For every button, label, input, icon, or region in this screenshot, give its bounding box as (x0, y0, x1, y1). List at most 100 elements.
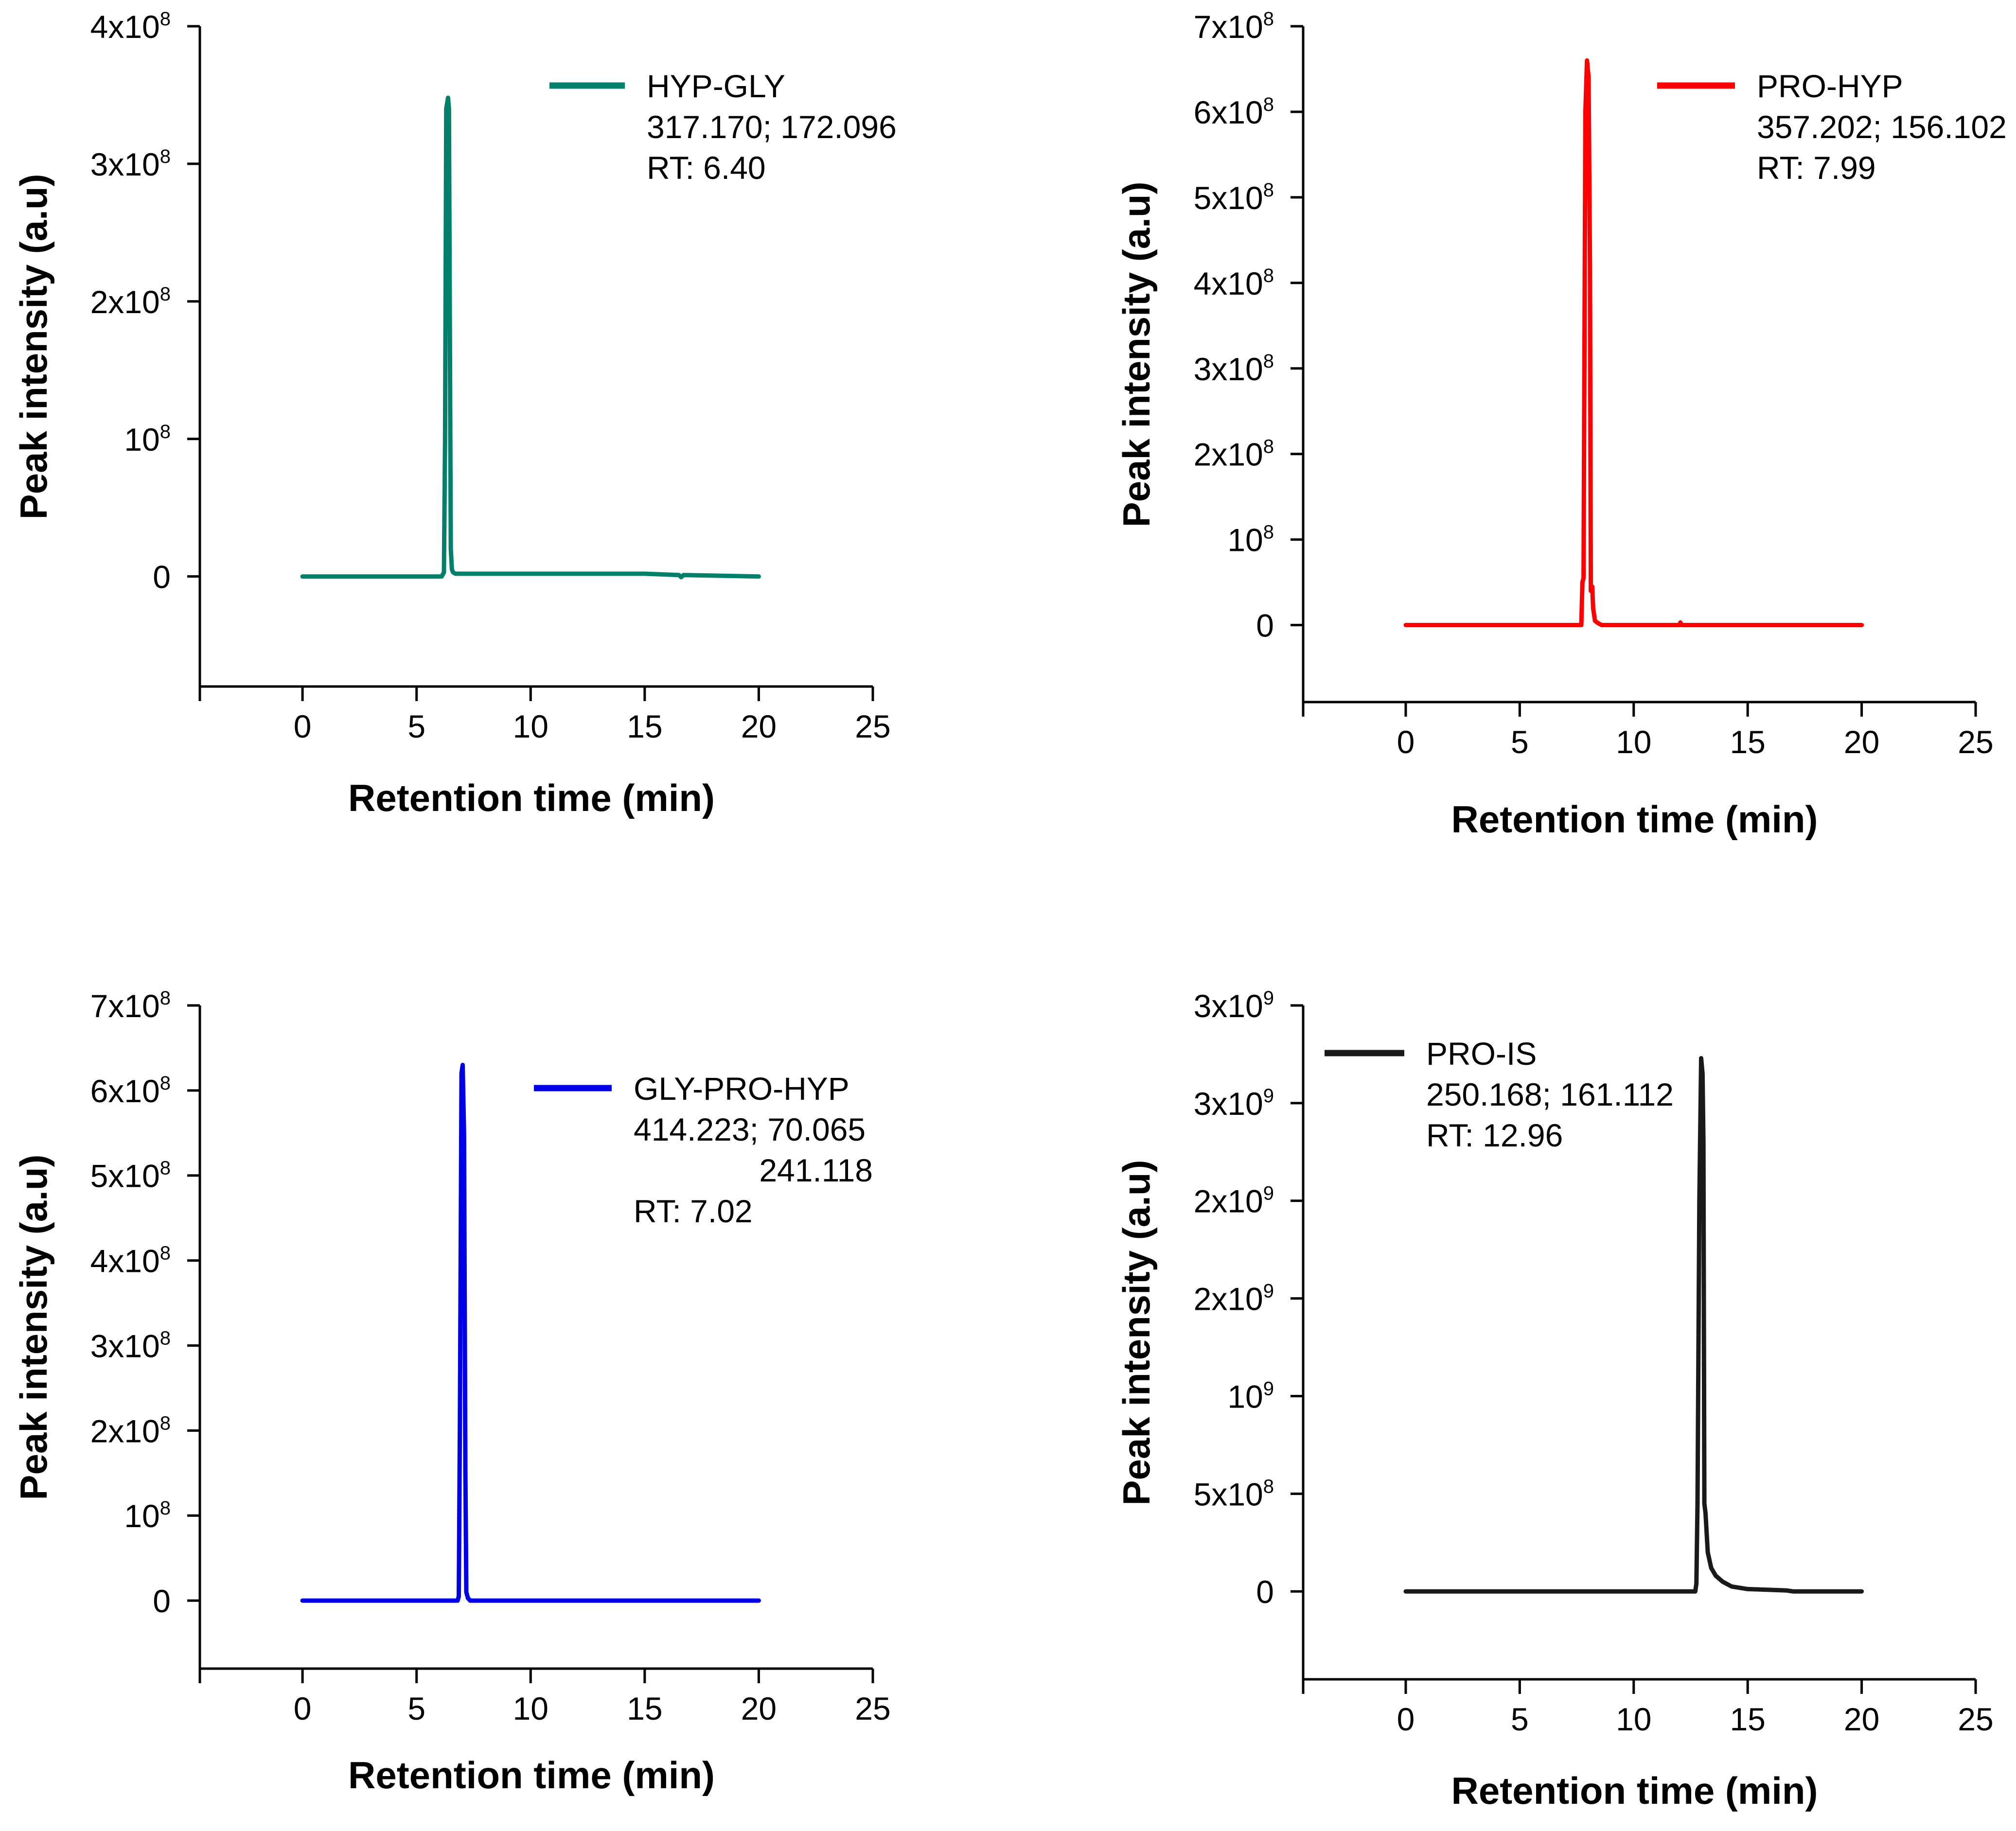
legend-series-name: PRO-HYP (1757, 68, 1903, 104)
y-tick-base: 10 (1227, 522, 1263, 558)
y-tick-label: 4x108 (90, 1243, 171, 1279)
y-tick-exponent: 9 (1263, 1378, 1274, 1399)
y-tick-base: 3x10 (90, 1328, 160, 1364)
y-tick-label: 3x108 (90, 146, 171, 182)
y-tick-base: 3x10 (90, 146, 160, 182)
x-tick-label: 0 (1397, 1701, 1415, 1737)
y-tick-label: 6x108 (90, 1073, 171, 1109)
y-tick-base: 10 (1227, 1378, 1263, 1414)
x-tick-label: 25 (1958, 1701, 1993, 1737)
y-tick-label: 7x108 (90, 987, 171, 1024)
y-tick-base: 3x10 (1194, 988, 1263, 1024)
y-axis-label: Peak intensity (a.u) (1115, 182, 1158, 528)
y-tick-label: 2x108 (90, 1412, 171, 1449)
x-tick-label: 15 (627, 708, 662, 744)
y-tick-label: 108 (124, 421, 171, 458)
x-tick-label: 20 (741, 708, 777, 744)
y-tick-exponent: 8 (1263, 179, 1274, 201)
x-tick-label: 10 (513, 708, 548, 744)
x-axis-label: Retention time (min) (1451, 798, 1818, 841)
y-tick-label: 4x108 (90, 8, 171, 45)
x-tick-label: 25 (855, 1690, 890, 1726)
y-tick-base: 5x10 (90, 1158, 160, 1194)
y-tick-base: 3x10 (1194, 1086, 1263, 1122)
y-tick-label: 3x108 (1194, 351, 1274, 387)
y-tick-exponent: 8 (160, 1158, 171, 1179)
y-tick-base: 5x10 (1194, 1476, 1263, 1512)
y-tick-label: 4x108 (1194, 265, 1274, 301)
y-axis-label: Peak intensity (a.u) (1115, 1160, 1158, 1506)
y-tick-base: 0 (1256, 1574, 1274, 1610)
x-tick-label: 25 (1958, 724, 1993, 760)
y-tick-base: 4x10 (1194, 265, 1263, 301)
legend-series-name: PRO-IS (1426, 1036, 1537, 1072)
y-tick-exponent: 8 (160, 1327, 171, 1349)
chart-panel-2: 0 5 10 15 20 2501082x1083x1084x1085x1086x1087… (1115, 8, 2007, 841)
y-tick-exponent: 8 (1263, 351, 1274, 372)
y-tick-label: 2x109 (1194, 1183, 1274, 1219)
y-tick-exponent: 8 (160, 1497, 171, 1519)
y-tick-base: 0 (153, 559, 171, 595)
legend-detail-line: RT: 7.99 (1757, 150, 1876, 186)
x-tick-label: 5 (1511, 724, 1529, 760)
y-tick-base: 0 (153, 1583, 171, 1619)
y-tick-exponent: 8 (160, 1073, 171, 1094)
series-line-pro-is (1403, 1056, 1864, 1594)
y-axis-label: Peak intensity (a.u) (12, 1155, 55, 1500)
x-tick-label: 10 (1616, 724, 1651, 760)
x-tick-label: 15 (627, 1690, 662, 1726)
y-tick-exponent: 9 (1263, 1183, 1274, 1204)
y-tick-exponent: 8 (1263, 1476, 1274, 1497)
y-tick-exponent: 8 (1263, 265, 1274, 286)
y-tick-exponent: 8 (1263, 522, 1274, 543)
y-tick-exponent: 8 (1263, 8, 1274, 30)
x-tick-label: 5 (407, 708, 425, 744)
x-tick-label: 0 (1397, 724, 1415, 760)
y-tick-base: 7x10 (1194, 9, 1263, 45)
y-tick-label: 0 (153, 1583, 171, 1619)
y-tick-base: 2x10 (90, 284, 160, 320)
legend-detail-line: 250.168; 161.112 (1426, 1076, 1674, 1112)
y-tick-base: 10 (124, 1498, 159, 1534)
y-tick-label: 0 (1256, 608, 1274, 644)
y-tick-label: 108 (1227, 522, 1274, 558)
x-tick-label: 20 (1844, 724, 1879, 760)
y-tick-base: 0 (1256, 608, 1274, 644)
chart-panel-4: 0 5 10 15 20 2505x1081092x1092x1093x1093x109R… (1115, 987, 1994, 1812)
y-tick-exponent: 8 (160, 1243, 171, 1264)
y-tick-base: 3x10 (1194, 351, 1263, 387)
y-tick-base: 2x10 (1194, 1183, 1263, 1219)
y-tick-exponent: 8 (160, 8, 171, 30)
legend-detail-line: 317.170; 172.096 (647, 109, 897, 145)
y-tick-label: 0 (153, 559, 171, 595)
x-tick-label: 15 (1730, 724, 1765, 760)
y-tick-label: 3x109 (1194, 1085, 1274, 1122)
x-tick-label: 0 (294, 1690, 312, 1726)
y-tick-exponent: 8 (1263, 94, 1274, 115)
y-axis-label: Peak intensity (a.u) (12, 174, 55, 520)
legend-detail-line: 357.202; 156.102 (1757, 109, 2007, 145)
y-tick-label: 6x108 (1194, 94, 1274, 130)
x-tick-label: 20 (741, 1690, 777, 1726)
series-line-pro-hyp (1403, 58, 1864, 628)
y-tick-base: 6x10 (90, 1073, 160, 1109)
y-tick-label: 5x108 (1194, 179, 1274, 216)
y-tick-label: 0 (1256, 1574, 1274, 1610)
legend: PRO-IS 250.168; 161.112 RT: 12.96 (1325, 1036, 1674, 1153)
y-tick-exponent: 8 (160, 146, 171, 167)
series-line-hyp-gly (300, 95, 761, 580)
x-tick-label: 0 (294, 708, 312, 744)
y-tick-base: 2x10 (1194, 1281, 1263, 1317)
x-axis-label: Retention time (min) (348, 776, 715, 819)
series-line-gly-pro-hyp (300, 1062, 761, 1603)
y-tick-exponent: 9 (1263, 1281, 1274, 1302)
y-tick-label: 3x109 (1194, 987, 1274, 1024)
x-tick-label: 5 (1511, 1701, 1529, 1737)
legend-detail-line: RT: 12.96 (1426, 1117, 1563, 1153)
y-tick-exponent: 8 (1263, 436, 1274, 458)
x-tick-label: 25 (855, 708, 890, 744)
legend-detail-line: 414.223; 70.065 (634, 1111, 866, 1147)
